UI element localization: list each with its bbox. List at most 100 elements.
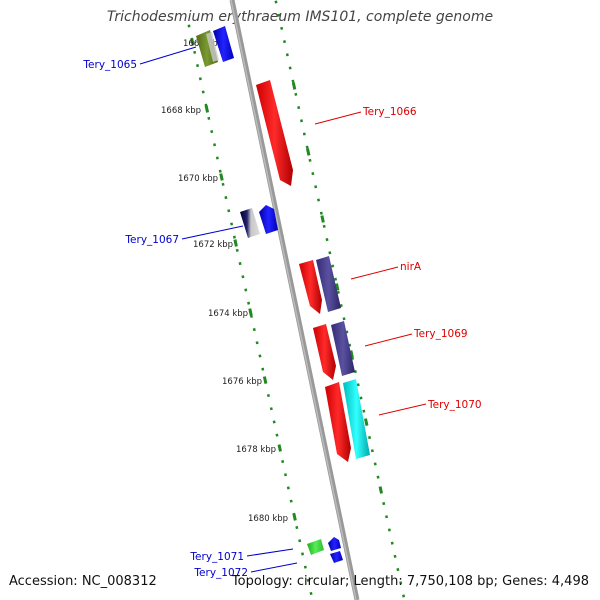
ring-dot bbox=[213, 143, 217, 147]
genome-summary-text: Topology: circular; Length: 7,750,108 bp… bbox=[231, 574, 589, 589]
major-tick-mark bbox=[306, 148, 311, 156]
ring-dot bbox=[280, 26, 284, 30]
major-tick-mark bbox=[292, 513, 297, 521]
ring-dot bbox=[356, 383, 360, 387]
gene-feature-tery-1069-purple[interactable] bbox=[331, 321, 355, 376]
ring-dot bbox=[368, 436, 372, 440]
ring-dot bbox=[390, 541, 394, 545]
tick-label-1680: 1680 kbp bbox=[248, 514, 288, 524]
ring-dot bbox=[207, 116, 211, 120]
gene-feature-nira-purple[interactable] bbox=[316, 256, 341, 312]
ring-dot bbox=[198, 77, 202, 81]
major-tick-mark bbox=[335, 283, 340, 291]
ring-dot bbox=[314, 185, 318, 189]
ring-dot bbox=[303, 565, 307, 569]
ring-dot bbox=[306, 578, 310, 582]
ring-dot bbox=[402, 594, 406, 598]
ring-dot bbox=[345, 330, 349, 334]
gene-label-tery-1066[interactable]: Tery_1066 bbox=[362, 106, 417, 118]
ring-dot bbox=[283, 40, 286, 44]
gene-label-tery-1071[interactable]: Tery_1071 bbox=[189, 551, 244, 563]
ring-dot bbox=[266, 394, 270, 398]
leader-line-tery-1072 bbox=[250, 562, 298, 573]
gene-feature-tery-1072-blue-b[interactable] bbox=[330, 551, 343, 563]
ring-dot bbox=[334, 277, 338, 281]
ring-dot bbox=[300, 119, 304, 123]
major-tick-mark bbox=[262, 376, 268, 384]
inner-tick-ring bbox=[187, 24, 313, 596]
ring-dot bbox=[376, 475, 380, 479]
tick-label-1678: 1678 kbp bbox=[236, 445, 276, 455]
ring-dot bbox=[269, 407, 273, 411]
leader-line-tery-1067 bbox=[181, 225, 244, 240]
ring-dot bbox=[277, 13, 281, 17]
major-tick-mark bbox=[378, 486, 384, 494]
gene-feature-tery-1065-grey[interactable] bbox=[206, 32, 219, 62]
ring-dot bbox=[215, 156, 219, 160]
gene-label-nira[interactable]: nirA bbox=[400, 261, 422, 273]
ring-dot bbox=[382, 502, 386, 506]
ring-dot bbox=[309, 591, 313, 596]
ring-dot bbox=[396, 568, 400, 572]
ring-dot bbox=[286, 486, 290, 490]
gene-feature-tery-1070-cyan[interactable] bbox=[343, 379, 370, 459]
leader-line-tery-1066 bbox=[314, 111, 362, 125]
gene-label-tery-1070[interactable]: Tery_1070 bbox=[427, 399, 482, 411]
ring-dot bbox=[288, 66, 292, 70]
ring-dot bbox=[235, 248, 239, 252]
ring-dot bbox=[311, 172, 315, 176]
ring-dot bbox=[385, 515, 389, 519]
ring-dot bbox=[362, 409, 366, 413]
gene-feature-tery-1067-navy[interactable] bbox=[240, 208, 260, 238]
gene-feature-tery-1071-green[interactable] bbox=[307, 539, 324, 555]
gene-feature-tery-1066[interactable] bbox=[256, 80, 293, 186]
gene-feature-nira-red[interactable] bbox=[299, 260, 322, 314]
tick-label-1674: 1674 kbp bbox=[208, 309, 248, 319]
ring-dot bbox=[274, 0, 278, 4]
ring-dot bbox=[275, 433, 279, 437]
ring-dot bbox=[353, 370, 357, 374]
gene-feature-tery-1067-blue[interactable] bbox=[259, 205, 278, 234]
genome-backbone-highlight bbox=[230, 0, 357, 600]
ring-dot bbox=[373, 462, 377, 466]
ring-dot bbox=[218, 169, 222, 173]
ring-dot bbox=[339, 304, 343, 308]
leader-line-nira bbox=[350, 266, 399, 280]
major-tick-mark bbox=[277, 444, 282, 452]
gene-feature-tery-1070-red[interactable] bbox=[325, 382, 351, 462]
tick-label-1672: 1672 kbp bbox=[193, 240, 233, 250]
major-tick-mark bbox=[219, 173, 224, 181]
ring-dot bbox=[294, 92, 298, 96]
major-tick-mark bbox=[190, 38, 195, 46]
ring-dot bbox=[258, 354, 262, 358]
ring-dot bbox=[325, 238, 329, 242]
ring-dot bbox=[244, 288, 248, 292]
leader-line-tery-1071 bbox=[246, 548, 294, 557]
major-tick-mark bbox=[320, 215, 325, 223]
ring-dot bbox=[224, 196, 228, 200]
gene-label-tery-1072[interactable]: Tery_1072 bbox=[193, 567, 248, 579]
ring-dot bbox=[305, 145, 309, 149]
gene-label-tery-1065[interactable]: Tery_1065 bbox=[82, 59, 137, 71]
ring-dot bbox=[201, 90, 205, 94]
title: Trichodesmium erythraeum IMS101, complet… bbox=[106, 9, 494, 25]
major-tick-mark bbox=[233, 239, 238, 247]
major-tick-mark bbox=[291, 82, 297, 90]
ring-dot bbox=[342, 317, 346, 321]
major-tick-mark bbox=[349, 350, 354, 358]
ring-dot bbox=[238, 262, 242, 266]
gene-label-tery-1069[interactable]: Tery_1069 bbox=[413, 328, 468, 340]
ring-dot bbox=[247, 301, 251, 305]
ring-dot bbox=[298, 539, 302, 543]
ring-dot bbox=[230, 222, 234, 226]
major-tick-mark bbox=[363, 418, 369, 426]
gene-feature-tery-1065-blue[interactable] bbox=[213, 26, 234, 62]
major-tick-mark bbox=[204, 105, 210, 113]
leader-line-tery-1065 bbox=[139, 46, 197, 65]
accession-text: Accession: NC_008312 bbox=[9, 574, 157, 589]
gene-label-tery-1067[interactable]: Tery_1067 bbox=[124, 234, 179, 246]
gene-feature-tery-1072-blue-a[interactable] bbox=[328, 537, 341, 551]
gene-feature-tery-1069-red[interactable] bbox=[313, 324, 336, 380]
ring-dot bbox=[393, 554, 397, 558]
